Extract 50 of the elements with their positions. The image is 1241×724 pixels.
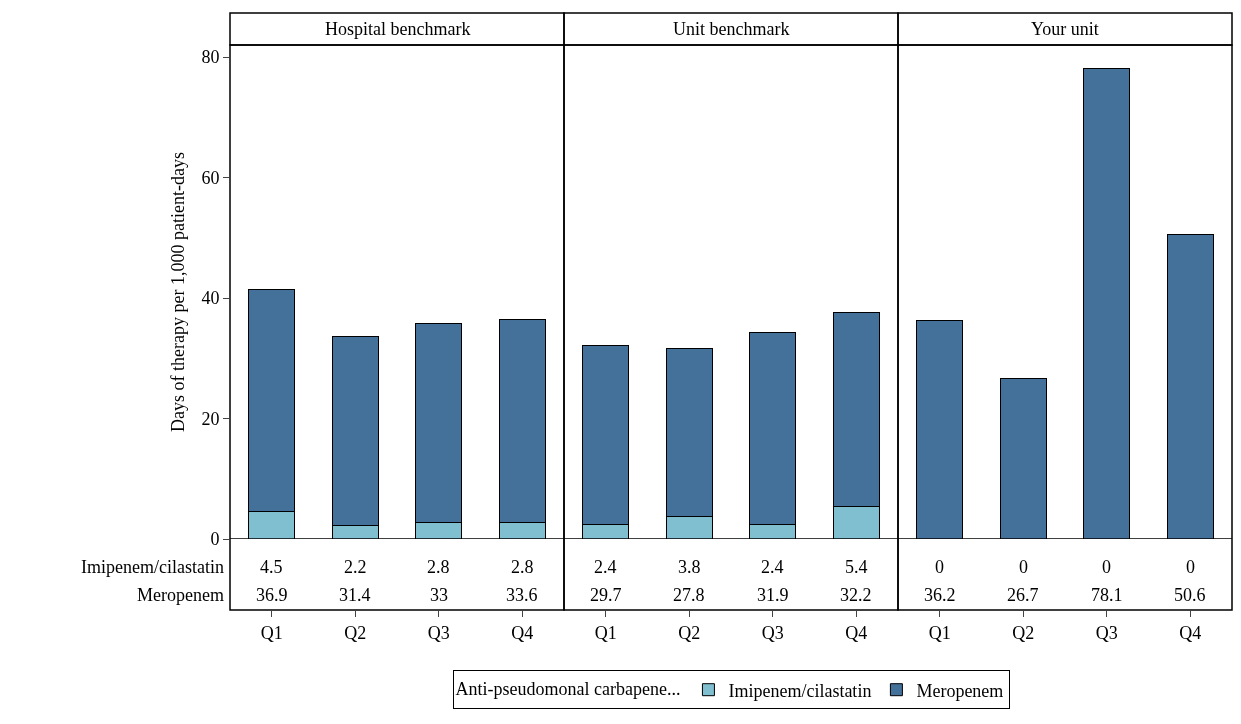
legend-label: Imipenem/cilastatin (728, 680, 872, 701)
text: Meropenem (137, 585, 224, 605)
data-label: 36.9 (256, 585, 288, 605)
data-label: 50.6 (1174, 585, 1206, 605)
data-label: 26.7 (1007, 585, 1039, 605)
data-label: 36.2 (924, 585, 956, 605)
data-label: 3.8 (678, 557, 701, 577)
x-tick-label: Q1 (594, 622, 617, 643)
data-label: 2.4 (761, 557, 784, 577)
y-tick-label: 80 (201, 47, 220, 68)
legend-title: Anti-pseudomonal carbapene... (455, 678, 681, 699)
data-label: 2.8 (511, 557, 534, 577)
x-tick-label: Q4 (1179, 622, 1202, 643)
data-label: 31.9 (757, 585, 789, 605)
chart-title: Hospital benchmark (325, 19, 471, 39)
data-label: 5.4 (845, 557, 868, 577)
legend-label: Meropenem (916, 680, 1004, 701)
x-tick-label: Q4 (511, 622, 534, 643)
data-label: 33.6 (506, 585, 538, 605)
data-label: 0 (1019, 557, 1028, 577)
y-tick-label: 40 (201, 288, 220, 309)
x-tick-label: Q3 (1095, 622, 1118, 643)
x-tick-label: Q3 (427, 622, 450, 643)
x-tick-label: Q1 (928, 622, 951, 643)
chart-title: Unit benchmark (673, 19, 790, 39)
data-label: 2.2 (344, 557, 367, 577)
x-tick-label: Q4 (845, 622, 868, 643)
data-label: 29.7 (590, 585, 622, 605)
data-label: 0 (1186, 557, 1195, 577)
y-tick-label: 60 (201, 167, 220, 188)
data-label: 2.8 (427, 557, 450, 577)
x-tick-label: Q1 (260, 622, 283, 643)
text: Imipenem/cilastatin (81, 557, 224, 577)
x-tick-label: Q2 (344, 622, 367, 643)
y-axis-title: Days of therapy per 1,000 patient-days (167, 152, 188, 432)
chart-title: Your unit (1031, 19, 1099, 39)
y-tick-label: 20 (201, 408, 220, 429)
x-tick-label: Q2 (678, 622, 701, 643)
data-label: 31.4 (339, 585, 371, 605)
x-tick-label: Q3 (761, 622, 784, 643)
data-label: 27.8 (673, 585, 705, 605)
y-tick-label: 0 (210, 529, 220, 550)
data-label: 33 (430, 585, 448, 605)
data-label: 0 (935, 557, 944, 577)
x-tick-label: Q2 (1012, 622, 1035, 643)
data-label: 4.5 (260, 557, 283, 577)
data-label: 32.2 (840, 585, 872, 605)
data-label: 78.1 (1091, 585, 1123, 605)
data-label: 0 (1102, 557, 1111, 577)
data-label: 2.4 (594, 557, 617, 577)
